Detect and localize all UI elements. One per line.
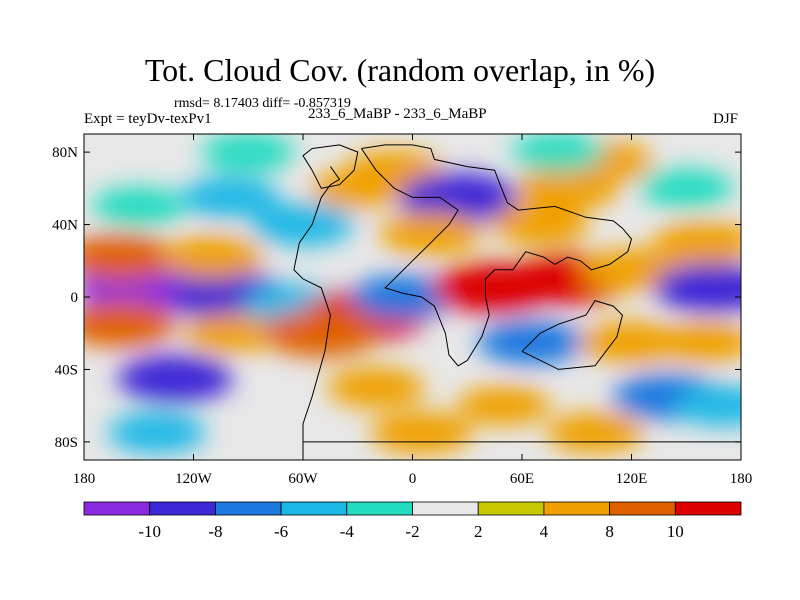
field-blob-29 <box>580 320 683 364</box>
field-blob-5 <box>84 300 177 348</box>
field-blob-33 <box>653 262 741 313</box>
field-blob-36 <box>456 386 551 426</box>
colorbar-label-6: 4 <box>540 522 549 541</box>
colorbar: -10 -8 -6 -4 -2 2 4 8 10 <box>83 501 742 541</box>
field-blob-20 <box>327 367 425 409</box>
field-blob-18 <box>263 309 380 358</box>
colorbar-swatch-5 <box>412 501 479 516</box>
colorbar-label-0: -10 <box>138 522 161 541</box>
field-blob-12 <box>251 203 355 246</box>
field-blob-35 <box>639 168 734 208</box>
field-blob-19 <box>349 274 457 320</box>
x-tick-label-2: 60W <box>288 471 318 487</box>
field-blob-11 <box>201 134 296 172</box>
x-tick-label-5: 120E <box>616 471 648 487</box>
x-tick-label-4: 60E <box>510 471 534 487</box>
field-blob-8 <box>108 412 206 454</box>
coastlines <box>293 144 741 460</box>
field-blob-21 <box>370 411 473 455</box>
field-blob-38 <box>511 134 606 172</box>
page-title: Tot. Cloud Cov. (random overlap, in %) <box>144 52 656 88</box>
colorbar-label-2: -6 <box>274 522 288 541</box>
colorbar-label-4: -2 <box>405 522 419 541</box>
y-axis: 80N 40N 0 40S 80S <box>52 145 741 451</box>
subtitle: 233_6_MaBP - 233_6_MaBP <box>308 106 487 122</box>
x-tick-label-6: 180 <box>730 471 753 487</box>
field-blob-3 <box>84 233 177 281</box>
colorbar-swatch-8 <box>609 501 676 516</box>
field-blob-10 <box>181 176 279 218</box>
colorbar-swatch-4 <box>346 501 413 516</box>
x-tick-label-1: 120W <box>175 471 213 487</box>
colorbar-label-3: -4 <box>340 522 355 541</box>
experiment-label: Expt = teyDv-texPv1 <box>84 111 212 127</box>
y-tick-label-2: 0 <box>71 290 79 306</box>
coastline-1 <box>293 166 341 460</box>
y-tick-label-0: 80N <box>52 145 78 161</box>
y-tick-label-4: 80S <box>55 435 78 451</box>
map-plot-area <box>83 133 742 461</box>
field-blob-9 <box>91 186 186 227</box>
y-tick-label-3: 40S <box>55 362 78 378</box>
stats-text: rmsd= 8.17403 diff= -0.857319 <box>174 96 351 111</box>
colorbar-label-1: -8 <box>208 522 222 541</box>
colorbar-swatch-7 <box>543 501 611 516</box>
colorbar-label-8: 10 <box>667 522 684 541</box>
anomaly-field <box>84 134 741 455</box>
colorbar-label-7: 8 <box>605 522 614 541</box>
y-tick-label-1: 40N <box>52 218 78 234</box>
field-blob-30 <box>655 321 741 363</box>
colorbar-swatch-9 <box>674 501 742 516</box>
field-blob-16 <box>379 212 482 256</box>
field-blob-34 <box>653 221 741 265</box>
coastline-2 <box>360 144 633 367</box>
colorbar-swatch-0 <box>83 501 151 516</box>
coastline-0 <box>302 144 359 189</box>
colorbar-label-5: 2 <box>474 522 483 541</box>
season-label: DJF <box>712 111 738 127</box>
field-blob-4 <box>160 235 263 279</box>
colorbar-swatch-2 <box>214 501 282 516</box>
x-tick-label-3: 0 <box>409 471 417 487</box>
field-blob-15 <box>398 172 519 223</box>
coastline-3 <box>521 300 623 370</box>
field-blob-32 <box>673 385 741 427</box>
colorbar-swatch-3 <box>280 501 348 516</box>
field-blob-6 <box>183 313 277 353</box>
field-blob-7 <box>117 354 234 403</box>
colorbar-swatch-6 <box>477 501 545 516</box>
colorbar-swatch-1 <box>149 501 216 516</box>
field-blob-25 <box>491 204 590 246</box>
field-blob-37 <box>546 412 644 454</box>
x-tick-label-0: 180 <box>73 471 96 487</box>
x-axis: 180 120W 60W 0 60E 120E 180 <box>73 134 753 487</box>
